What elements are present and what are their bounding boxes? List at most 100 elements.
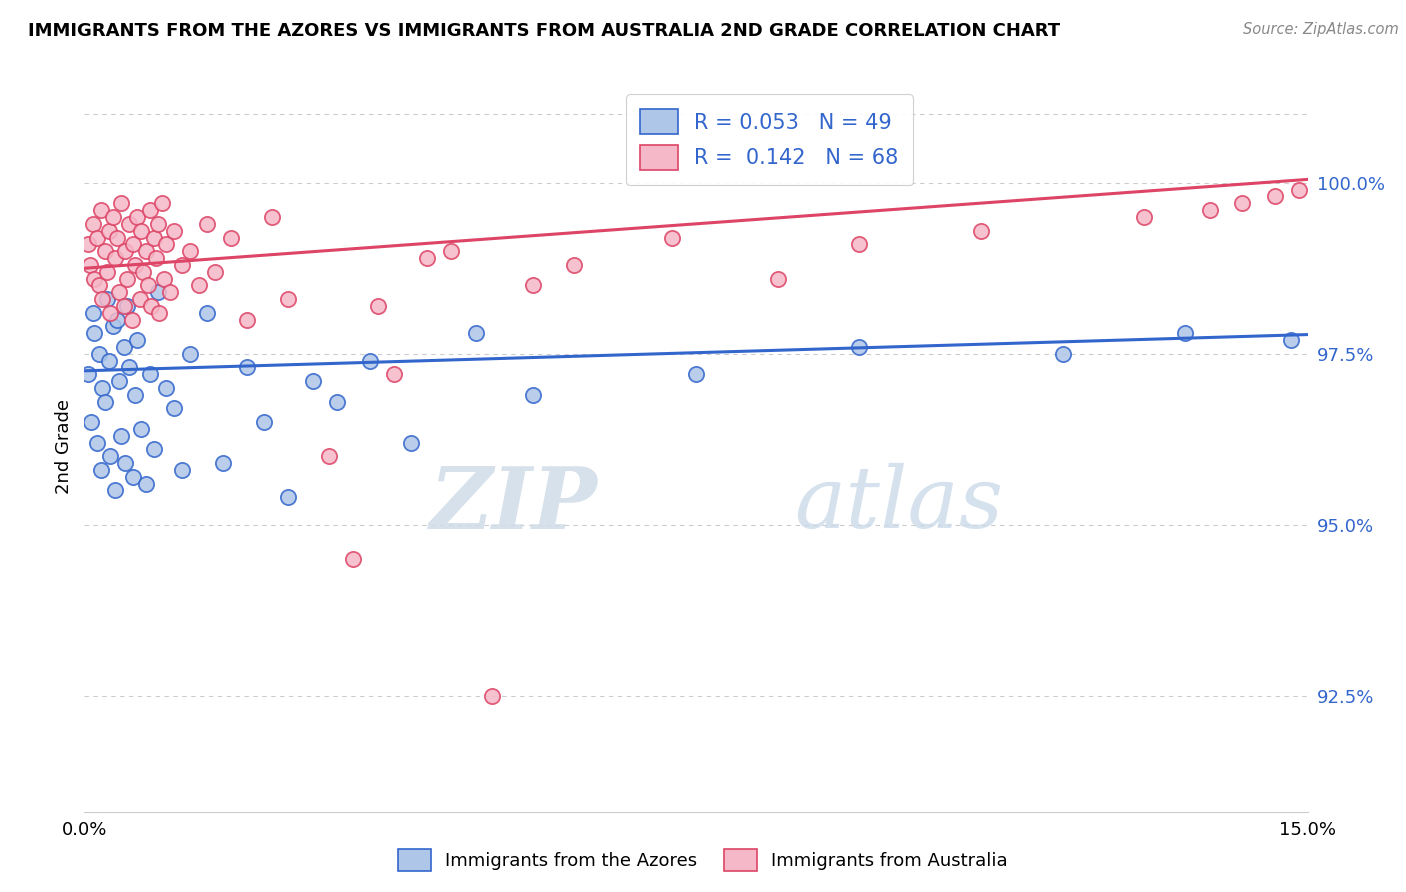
Point xyxy=(153,271,176,285)
Point xyxy=(124,388,146,402)
Point xyxy=(101,319,124,334)
Point xyxy=(179,347,201,361)
Point xyxy=(260,210,283,224)
Point xyxy=(107,374,129,388)
Point xyxy=(138,368,160,382)
Point xyxy=(970,224,993,238)
Point xyxy=(766,271,789,285)
Point xyxy=(97,353,120,368)
Point xyxy=(91,381,114,395)
Point xyxy=(277,490,299,504)
Point xyxy=(132,265,155,279)
Point xyxy=(118,360,141,375)
Point xyxy=(172,258,194,272)
Point xyxy=(195,217,218,231)
Point xyxy=(155,381,177,395)
Point xyxy=(661,230,683,244)
Point xyxy=(145,251,167,265)
Point xyxy=(277,292,299,306)
Point xyxy=(382,368,405,382)
Point xyxy=(464,326,486,341)
Point xyxy=(1052,347,1074,361)
Point xyxy=(236,312,259,326)
Point xyxy=(1133,210,1156,224)
Point xyxy=(136,278,159,293)
Point xyxy=(127,333,149,347)
Point xyxy=(122,237,145,252)
Point xyxy=(87,278,110,293)
Point xyxy=(131,224,153,238)
Point xyxy=(236,360,259,375)
Point xyxy=(112,299,135,313)
Point xyxy=(301,374,323,388)
Point xyxy=(1232,196,1254,211)
Point xyxy=(399,435,422,450)
Point xyxy=(219,230,242,244)
Point xyxy=(107,285,129,300)
Point xyxy=(159,285,181,300)
Point xyxy=(187,278,209,293)
Point xyxy=(86,230,108,244)
Point xyxy=(83,326,105,341)
Point xyxy=(135,476,157,491)
Point xyxy=(121,312,143,326)
Point xyxy=(128,292,150,306)
Point xyxy=(318,449,340,463)
Point xyxy=(90,463,112,477)
Point xyxy=(100,449,122,463)
Point xyxy=(1174,326,1197,341)
Point xyxy=(93,244,115,259)
Text: IMMIGRANTS FROM THE AZORES VS IMMIGRANTS FROM AUSTRALIA 2ND GRADE CORRELATION CH: IMMIGRANTS FROM THE AZORES VS IMMIGRANTS… xyxy=(28,22,1060,40)
Point xyxy=(97,224,120,238)
Point xyxy=(91,292,114,306)
Point xyxy=(204,265,226,279)
Point xyxy=(101,210,124,224)
Point xyxy=(416,251,439,265)
Point xyxy=(100,306,122,320)
Point xyxy=(212,456,235,470)
Point xyxy=(155,237,177,252)
Text: atlas: atlas xyxy=(794,463,1002,546)
Point xyxy=(1198,203,1220,218)
Point xyxy=(104,251,127,265)
Point xyxy=(326,394,349,409)
Point xyxy=(79,258,101,272)
Point xyxy=(342,551,364,566)
Point xyxy=(87,347,110,361)
Point xyxy=(1288,183,1310,197)
Point xyxy=(82,306,104,320)
Point xyxy=(440,244,463,259)
Point xyxy=(76,237,98,252)
Point xyxy=(146,285,169,300)
Y-axis label: 2nd Grade: 2nd Grade xyxy=(55,399,73,493)
Point xyxy=(685,368,707,382)
Point xyxy=(93,394,115,409)
Point xyxy=(77,368,100,382)
Point xyxy=(114,244,136,259)
Point xyxy=(104,483,127,498)
Text: ZIP: ZIP xyxy=(430,463,598,546)
Point xyxy=(105,230,128,244)
Point xyxy=(114,456,136,470)
Point xyxy=(195,306,218,320)
Point xyxy=(522,388,544,402)
Point xyxy=(142,442,165,457)
Point xyxy=(138,203,160,218)
Point xyxy=(148,306,170,320)
Point xyxy=(562,258,585,272)
Point xyxy=(110,429,132,443)
Point xyxy=(96,292,118,306)
Point xyxy=(131,422,153,436)
Point xyxy=(112,340,135,354)
Point xyxy=(522,278,544,293)
Point xyxy=(163,224,186,238)
Point xyxy=(122,469,145,483)
Point xyxy=(118,217,141,231)
Point xyxy=(80,415,103,429)
Text: Source: ZipAtlas.com: Source: ZipAtlas.com xyxy=(1243,22,1399,37)
Point xyxy=(359,353,381,368)
Point xyxy=(179,244,201,259)
Point xyxy=(83,271,105,285)
Point xyxy=(150,196,173,211)
Point xyxy=(115,299,138,313)
